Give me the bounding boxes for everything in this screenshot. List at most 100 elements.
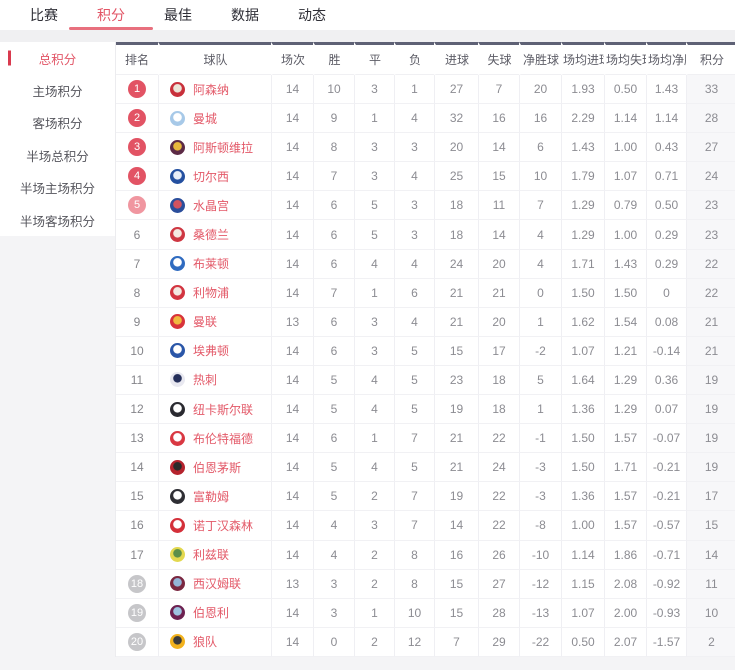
table-row[interactable]: 18 西汉姆联 13 3 2 8 15 27 -12 1.15 2.08 -0.…	[116, 569, 735, 599]
team-name-link[interactable]: 曼城	[193, 111, 218, 126]
team-name-link[interactable]: 利物浦	[193, 286, 230, 301]
sidebar-item[interactable]: 主场积分	[0, 74, 115, 106]
table-row[interactable]: 20 狼队 14 0 2 12 7 29 -22 0.50 2.07 -1.57…	[116, 627, 735, 657]
rank-cell: 16	[116, 511, 158, 541]
team-name-link[interactable]: 狼队	[193, 635, 218, 650]
table-row[interactable]: 11 热刺 14 5 4 5 23 18 5 1.64 1.29 0.36 19	[116, 365, 735, 396]
sidebar-item[interactable]: 半场主场积分	[0, 172, 115, 204]
rank-badge: 12	[130, 402, 144, 417]
points-cell: 14	[686, 540, 735, 570]
loss-cell: 4	[394, 249, 434, 279]
team-name-link[interactable]: 富勒姆	[193, 489, 230, 504]
played-cell: 14	[271, 598, 313, 628]
team-name-link[interactable]: 西汉姆联	[193, 577, 242, 592]
table-row[interactable]: 6 桑德兰 14 6 5 3 18 14 4 1.29 1.00 0.29 23	[116, 220, 735, 250]
top-tab-label: 最佳	[164, 7, 192, 23]
team-cell: 诺丁汉森林	[158, 511, 271, 541]
table-row[interactable]: 8 利物浦 14 7 1 6 21 21 0 1.50 1.50 0 22	[116, 278, 735, 308]
team-name-link[interactable]: 诺丁汉森林	[193, 518, 254, 533]
win-cell: 5	[313, 453, 354, 483]
goals-for-cell: 21	[434, 278, 478, 308]
goals-against-cell: 15	[478, 162, 519, 192]
table-row[interactable]: 3 阿斯顿维拉 14 8 3 3 20 14 6 1.43 1.00 0.43 …	[116, 133, 735, 163]
table-row[interactable]: 1 阿森纳 14 10 3 1 27 7 20 1.93 0.50 1.43 3…	[116, 75, 735, 105]
team-name-link[interactable]: 阿斯顿维拉	[193, 140, 254, 155]
table-row[interactable]: 19 伯恩利 14 3 1 10 15 28 -13 1.07 2.00 -0.…	[116, 598, 735, 628]
top-tab[interactable]: 最佳	[164, 0, 192, 30]
table-row[interactable]: 9 曼联 13 6 3 4 21 20 1 1.62 1.54 0.08 21	[116, 307, 735, 337]
team-name-link[interactable]: 水晶宫	[193, 198, 230, 213]
team-name-link[interactable]: 布伦特福德	[193, 431, 254, 446]
team-name-link[interactable]: 利兹联	[193, 548, 230, 563]
rank-badge: 8	[133, 285, 141, 300]
column-header: 失球	[478, 42, 519, 75]
goals-against-cell: 29	[478, 627, 519, 657]
avg-goals-against-cell: 1.57	[604, 424, 646, 454]
sidebar-item[interactable]: 半场客场积分	[0, 204, 115, 236]
table-row[interactable]: 2 曼城 14 9 1 4 32 16 16 2.29 1.14 1.14 28	[116, 104, 735, 134]
column-header: 胜	[313, 42, 354, 75]
draw-cell: 2	[354, 569, 394, 599]
top-tab[interactable]: 动态	[298, 0, 326, 30]
loss-cell: 3	[394, 191, 434, 221]
team-name-link[interactable]: 伯恩利	[193, 606, 230, 621]
sidebar-item[interactable]: 半场总积分	[0, 139, 115, 171]
table-row[interactable]: 10 埃弗顿 14 6 3 5 15 17 -2 1.07 1.21 -0.14…	[116, 336, 735, 366]
column-header: 排名	[116, 42, 158, 75]
team-name-link[interactable]: 桑德兰	[193, 228, 230, 243]
team-name-link[interactable]: 埃弗顿	[193, 344, 230, 359]
team-name-link[interactable]: 切尔西	[193, 169, 230, 184]
table-row[interactable]: 15 富勒姆 14 5 2 7 19 22 -3 1.36 1.57 -0.21…	[116, 482, 735, 512]
goal-diff-cell: 16	[519, 104, 561, 134]
table-row[interactable]: 17 利兹联 14 4 2 8 16 26 -10 1.14 1.86 -0.7…	[116, 540, 735, 570]
played-cell: 14	[271, 627, 313, 657]
goal-diff-cell: 6	[519, 133, 561, 163]
team-crest-icon	[170, 81, 185, 97]
avg-goals-against-cell: 1.00	[604, 133, 646, 163]
sidebar-item[interactable]: 客场积分	[0, 107, 115, 139]
sidebar-item[interactable]: 总积分	[0, 42, 115, 74]
rank-cell: 4	[116, 162, 158, 192]
avg-goal-diff-cell: -0.07	[646, 424, 686, 454]
table-row[interactable]: 14 伯恩茅斯 14 5 4 5 21 24 -3 1.50 1.71 -0.2…	[116, 453, 735, 483]
table-row[interactable]: 5 水晶宫 14 6 5 3 18 11 7 1.29 0.79 0.50 23	[116, 191, 735, 221]
team-crest-icon	[170, 372, 185, 388]
rank-badge: 1	[128, 80, 146, 99]
avg-goals-for-cell: 1.36	[561, 482, 604, 512]
team-name-link[interactable]: 阿森纳	[193, 82, 230, 97]
table-row[interactable]: 7 布莱顿 14 6 4 4 24 20 4 1.71 1.43 0.29 22	[116, 249, 735, 279]
column-header: 场均失球	[604, 42, 646, 75]
avg-goals-for-cell: 2.29	[561, 104, 604, 134]
draw-cell: 1	[354, 278, 394, 308]
points-cell: 19	[686, 365, 735, 396]
goal-diff-cell: 4	[519, 249, 561, 279]
goals-against-cell: 22	[478, 482, 519, 512]
table-row[interactable]: 4 切尔西 14 7 3 4 25 15 10 1.79 1.07 0.71 2…	[116, 162, 735, 192]
team-name-link[interactable]: 热刺	[193, 373, 218, 388]
top-tab[interactable]: 积分	[97, 0, 125, 30]
column-header: 进球	[434, 42, 478, 75]
played-cell: 14	[271, 424, 313, 454]
loss-cell: 10	[394, 598, 434, 628]
team-cell: 桑德兰	[158, 220, 271, 250]
team-name-link[interactable]: 纽卡斯尔联	[193, 402, 254, 417]
avg-goal-diff-cell: 0.71	[646, 162, 686, 192]
sidebar-item-label: 半场总积分	[26, 149, 89, 164]
team-name-link[interactable]: 布莱顿	[193, 257, 230, 272]
top-tab[interactable]: 比赛	[30, 0, 58, 30]
loss-cell: 7	[394, 511, 434, 541]
avg-goals-against-cell: 1.29	[604, 365, 646, 396]
win-cell: 4	[313, 540, 354, 570]
team-name-link[interactable]: 伯恩茅斯	[193, 460, 242, 475]
top-tab-label: 数据	[231, 7, 259, 23]
rank-cell: 19	[116, 599, 158, 628]
team-name-link[interactable]: 曼联	[193, 315, 218, 330]
table-row[interactable]: 16 诺丁汉森林 14 4 3 7 14 22 -8 1.00 1.57 -0.…	[116, 511, 735, 541]
points-cell: 19	[686, 395, 735, 425]
played-cell: 14	[271, 104, 313, 134]
table-row[interactable]: 13 布伦特福德 14 6 1 7 21 22 -1 1.50 1.57 -0.…	[116, 424, 735, 454]
table-row[interactable]: 12 纽卡斯尔联 14 5 4 5 19 18 1 1.36 1.29 0.07…	[116, 395, 735, 425]
loss-cell: 5	[394, 336, 434, 366]
avg-goal-diff-cell: -0.14	[646, 336, 686, 366]
top-tab[interactable]: 数据	[231, 0, 259, 30]
